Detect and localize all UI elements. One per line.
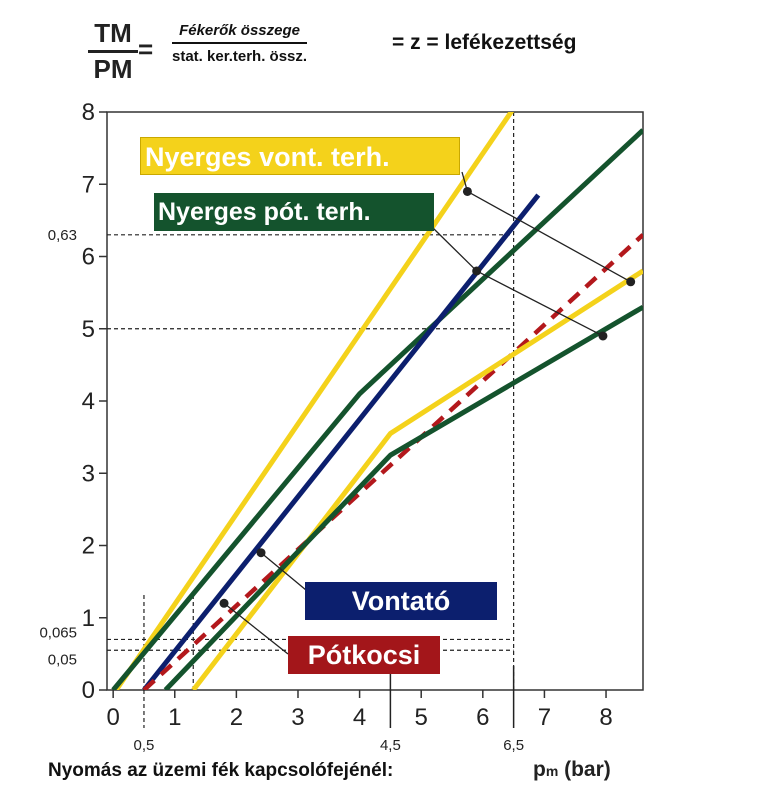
y-tick-label: 2 [82,533,95,560]
y-tick-label: 7 [82,171,95,198]
pressure-unit-label: pm (bar) [533,758,611,782]
unit-rest: (bar) [558,758,611,781]
x-extra-label: 4,5 [380,737,401,754]
x-tick-label: 0 [106,704,119,731]
y-tick-label: 5 [82,316,95,343]
legend-nyerges-pot: Nyerges pót. terh. [154,193,434,231]
formula-lhs-fraction: TM PM [88,18,138,85]
x-tick-label: 4 [353,704,366,731]
formula-rhs-denominator: stat. ker.terh. össz. [172,48,308,65]
y-extra-label: 0,05 [48,651,77,668]
series-green_lower [163,304,643,690]
leader-potkocsi [223,602,289,655]
y-tick-label: 6 [82,244,95,271]
x-tick-label: 5 [415,704,428,731]
x-tick-label: 8 [599,704,612,731]
x-tick-label: 2 [230,704,243,731]
y-tick-label: 3 [82,460,95,487]
series-yellow_upper [114,112,515,690]
y-tick-label: 4 [82,388,95,415]
unit-main: p [533,758,546,781]
data-marker [626,277,636,287]
data-marker [598,331,608,341]
formula-rhs-numerator: Fékerők összege [172,22,308,44]
y-extra-label: 0,63 [48,227,77,244]
series-yellow_lower [191,268,643,690]
formula: TM PM = Fékerők összege stat. ker.terh. … [0,0,758,95]
legend-potkocsi: Pótkocsi [288,636,440,674]
y-extra-label: 0,065 [39,624,77,641]
formula-result: = z = lefékezettség [392,31,577,54]
series-green_upper [111,128,643,690]
formula-rhs-fraction: Fékerők összege stat. ker.terh. össz. [172,22,308,68]
formula-lhs-numerator: TM [88,18,138,53]
series-blue [142,193,541,690]
x-tick-label: 1 [168,704,181,731]
leader-line [476,270,604,337]
leader-line [467,190,631,283]
data-marker [219,598,229,608]
y-tick-label: 8 [82,99,95,126]
x-tick-label: 7 [538,704,551,731]
data-marker [472,266,482,276]
formula-equals: = [138,34,154,64]
formula-lhs-denominator: PM [93,54,133,84]
legend-vontato: Vontató [305,582,497,620]
x-tick-label: 3 [291,704,304,731]
y-tick-label: 1 [82,605,95,632]
x-axis-title: Nyomás az üzemi fék kapcsolófejénél: [48,760,394,781]
series-group [111,112,643,690]
data-marker [256,548,266,558]
data-marker [462,186,472,196]
y-tick-label: 0 [82,677,95,704]
series-red [142,233,643,690]
legend-nyerges-vont: Nyerges vont. terh. [140,137,460,175]
x-extra-label: 0,5 [134,737,155,754]
leader-nyerges-pot [432,227,478,272]
x-tick-label: 6 [476,704,489,731]
x-extra-label: 6,5 [503,737,524,754]
unit-sub: m [545,763,559,779]
